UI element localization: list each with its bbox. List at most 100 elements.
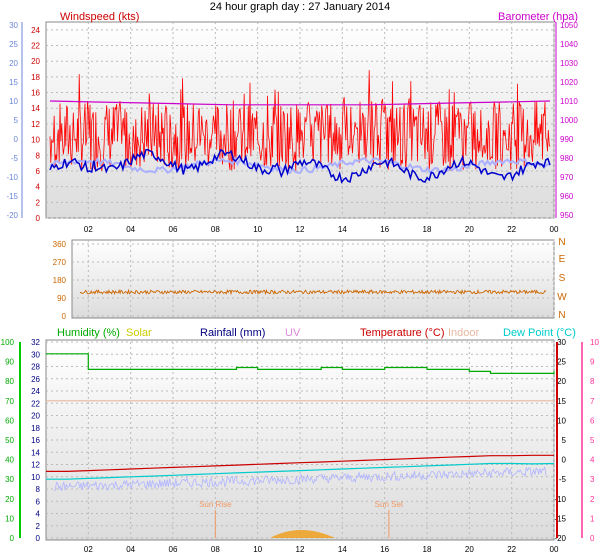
barometer-tick-label: 950 — [560, 211, 574, 220]
uv-tick-label: 10 — [590, 338, 599, 347]
windspeed-tick-label: 2 — [36, 198, 41, 207]
legend-solar: Solar — [126, 327, 152, 339]
direction-series-line — [79, 288, 547, 296]
humidity-tick-label: 40 — [5, 456, 14, 465]
climate-x-tick-label: 16 — [380, 545, 389, 554]
wind-x-tick-label: 04 — [126, 225, 135, 234]
climate-grid: 0246810121416182022242628303201020304050… — [1, 338, 600, 554]
rainfall-tick-label: 28 — [31, 363, 40, 372]
rainfall-tick-label: 10 — [31, 473, 40, 482]
temperature-series-line — [46, 454, 554, 472]
wind-x-tick-label: 02 — [84, 225, 93, 234]
humidity-tick-label: 30 — [5, 475, 14, 484]
direction-tick-label: 0 — [62, 312, 67, 321]
legend-dewpoint: Dew Point (°C) — [503, 327, 576, 339]
climate-x-tick-label: 02 — [84, 545, 93, 554]
wind-gust-average-line — [49, 148, 551, 184]
climate-x-tick-label: 06 — [169, 545, 178, 554]
direction-tick-label: 180 — [53, 276, 67, 285]
uv-tick-label: 5 — [590, 436, 595, 445]
temperature-tick-label: -15 — [554, 514, 566, 523]
rainfall-tick-label: 4 — [36, 510, 41, 519]
windspeed-tick-label: 0 — [36, 214, 41, 223]
outer-left-tick-label: 15 — [9, 78, 18, 87]
outer-left-tick-label: -5 — [11, 154, 19, 163]
barometer-tick-label: 1020 — [560, 78, 578, 87]
sun-set-label: Sun Set — [375, 500, 404, 509]
dewpoint-series-line — [46, 462, 555, 480]
uv-tick-label: 1 — [590, 514, 595, 523]
windspeed-tick-label: 12 — [31, 120, 40, 129]
windspeed-tick-label: 6 — [36, 167, 41, 176]
temperature-tick-label: 25 — [557, 358, 566, 367]
barometer-tick-label: 1040 — [560, 40, 578, 49]
legend-rainfall: Rainfall (mm) — [200, 327, 265, 339]
wind-x-tick-label: 06 — [169, 225, 178, 234]
direction-series — [79, 288, 547, 296]
legend-uv: UV — [285, 327, 301, 339]
temperature-tick-label: -10 — [554, 495, 566, 504]
uv-tick-label: 0 — [590, 534, 595, 543]
humidity-tick-label: 70 — [5, 397, 14, 406]
compass-tick-label: E — [559, 254, 566, 265]
barometer-tick-label: 990 — [560, 135, 574, 144]
uv-tick-label: 3 — [590, 475, 595, 484]
windspeed-tick-label: 20 — [31, 57, 40, 66]
wind-x-tick-label: 10 — [253, 225, 262, 234]
rainfall-tick-label: 0 — [36, 534, 41, 543]
barometer-tick-label: 980 — [560, 154, 574, 163]
climate-x-tick-label: 10 — [253, 545, 262, 554]
direction-tick-label: 360 — [53, 240, 67, 249]
rainfall-tick-label: 30 — [31, 350, 40, 359]
rainfall-tick-label: 6 — [36, 497, 41, 506]
temperature-tick-label: -5 — [559, 475, 567, 484]
rainfall-tick-label: 32 — [31, 338, 40, 347]
page-title: 24 hour graph day : 27 January 2014 — [210, 1, 390, 13]
barometer-tick-label: 960 — [560, 192, 574, 201]
humidity-tick-label: 60 — [5, 416, 14, 425]
climate-series: Sun Rise Sun Set — [46, 353, 555, 538]
barometer-tick-label: 1030 — [560, 59, 578, 68]
windspeed-tick-label: 16 — [31, 89, 40, 98]
legend-temperature: Temperature (°C) — [360, 327, 444, 339]
outer-left-tick-label: 25 — [9, 40, 18, 49]
outer-left-tick-label: -10 — [6, 173, 18, 182]
rainfall-tick-label: 26 — [31, 375, 40, 384]
uv-tick-label: 8 — [590, 377, 595, 386]
compass-tick-label: N — [558, 237, 565, 248]
windspeed-tick-label: 8 — [36, 151, 41, 160]
humidity-tick-label: 80 — [5, 377, 14, 386]
wind-x-tick-label: 12 — [296, 225, 305, 234]
temperature-tick-label: 10 — [557, 416, 566, 425]
temperature-tick-label: 5 — [562, 436, 567, 445]
climate-x-tick-label: 08 — [211, 545, 220, 554]
wind-grid: 024681012141618202224-20-15-10-505101520… — [6, 21, 578, 234]
direction-plot-area — [71, 239, 555, 319]
humidity-tick-label: 20 — [5, 495, 14, 504]
humidity-tick-label: 10 — [5, 514, 14, 523]
temperature-tick-label: 15 — [557, 397, 566, 406]
windspeed-tick-label: 4 — [36, 183, 41, 192]
humidity-tick-label: 90 — [5, 358, 14, 367]
uv-tick-label: 7 — [590, 397, 595, 406]
windspeed-tick-label: 22 — [31, 42, 40, 51]
wind-x-tick-label: 18 — [423, 225, 432, 234]
rainfall-tick-label: 2 — [36, 522, 41, 531]
outer-left-tick-label: 10 — [9, 97, 18, 106]
windspeed-tick-label: 18 — [31, 73, 40, 82]
rainfall-tick-label: 18 — [31, 424, 40, 433]
climate-x-tick-label: 04 — [126, 545, 135, 554]
outer-left-tick-label: -20 — [6, 211, 18, 220]
temperature-tick-label: 20 — [557, 377, 566, 386]
wind-x-tick-label: 14 — [338, 225, 347, 234]
outer-left-tick-label: 5 — [14, 116, 19, 125]
direction-tick-label: 90 — [57, 294, 66, 303]
windspeed-tick-label: 24 — [31, 26, 40, 35]
wind-x-tick-label: 16 — [380, 225, 389, 234]
temperature-tick-label: 30 — [557, 338, 566, 347]
temperature-tick-label: 0 — [562, 456, 567, 465]
windspeed-axis-title: Windspeed (kts) — [60, 11, 139, 23]
rainfall-tick-label: 12 — [31, 461, 40, 470]
